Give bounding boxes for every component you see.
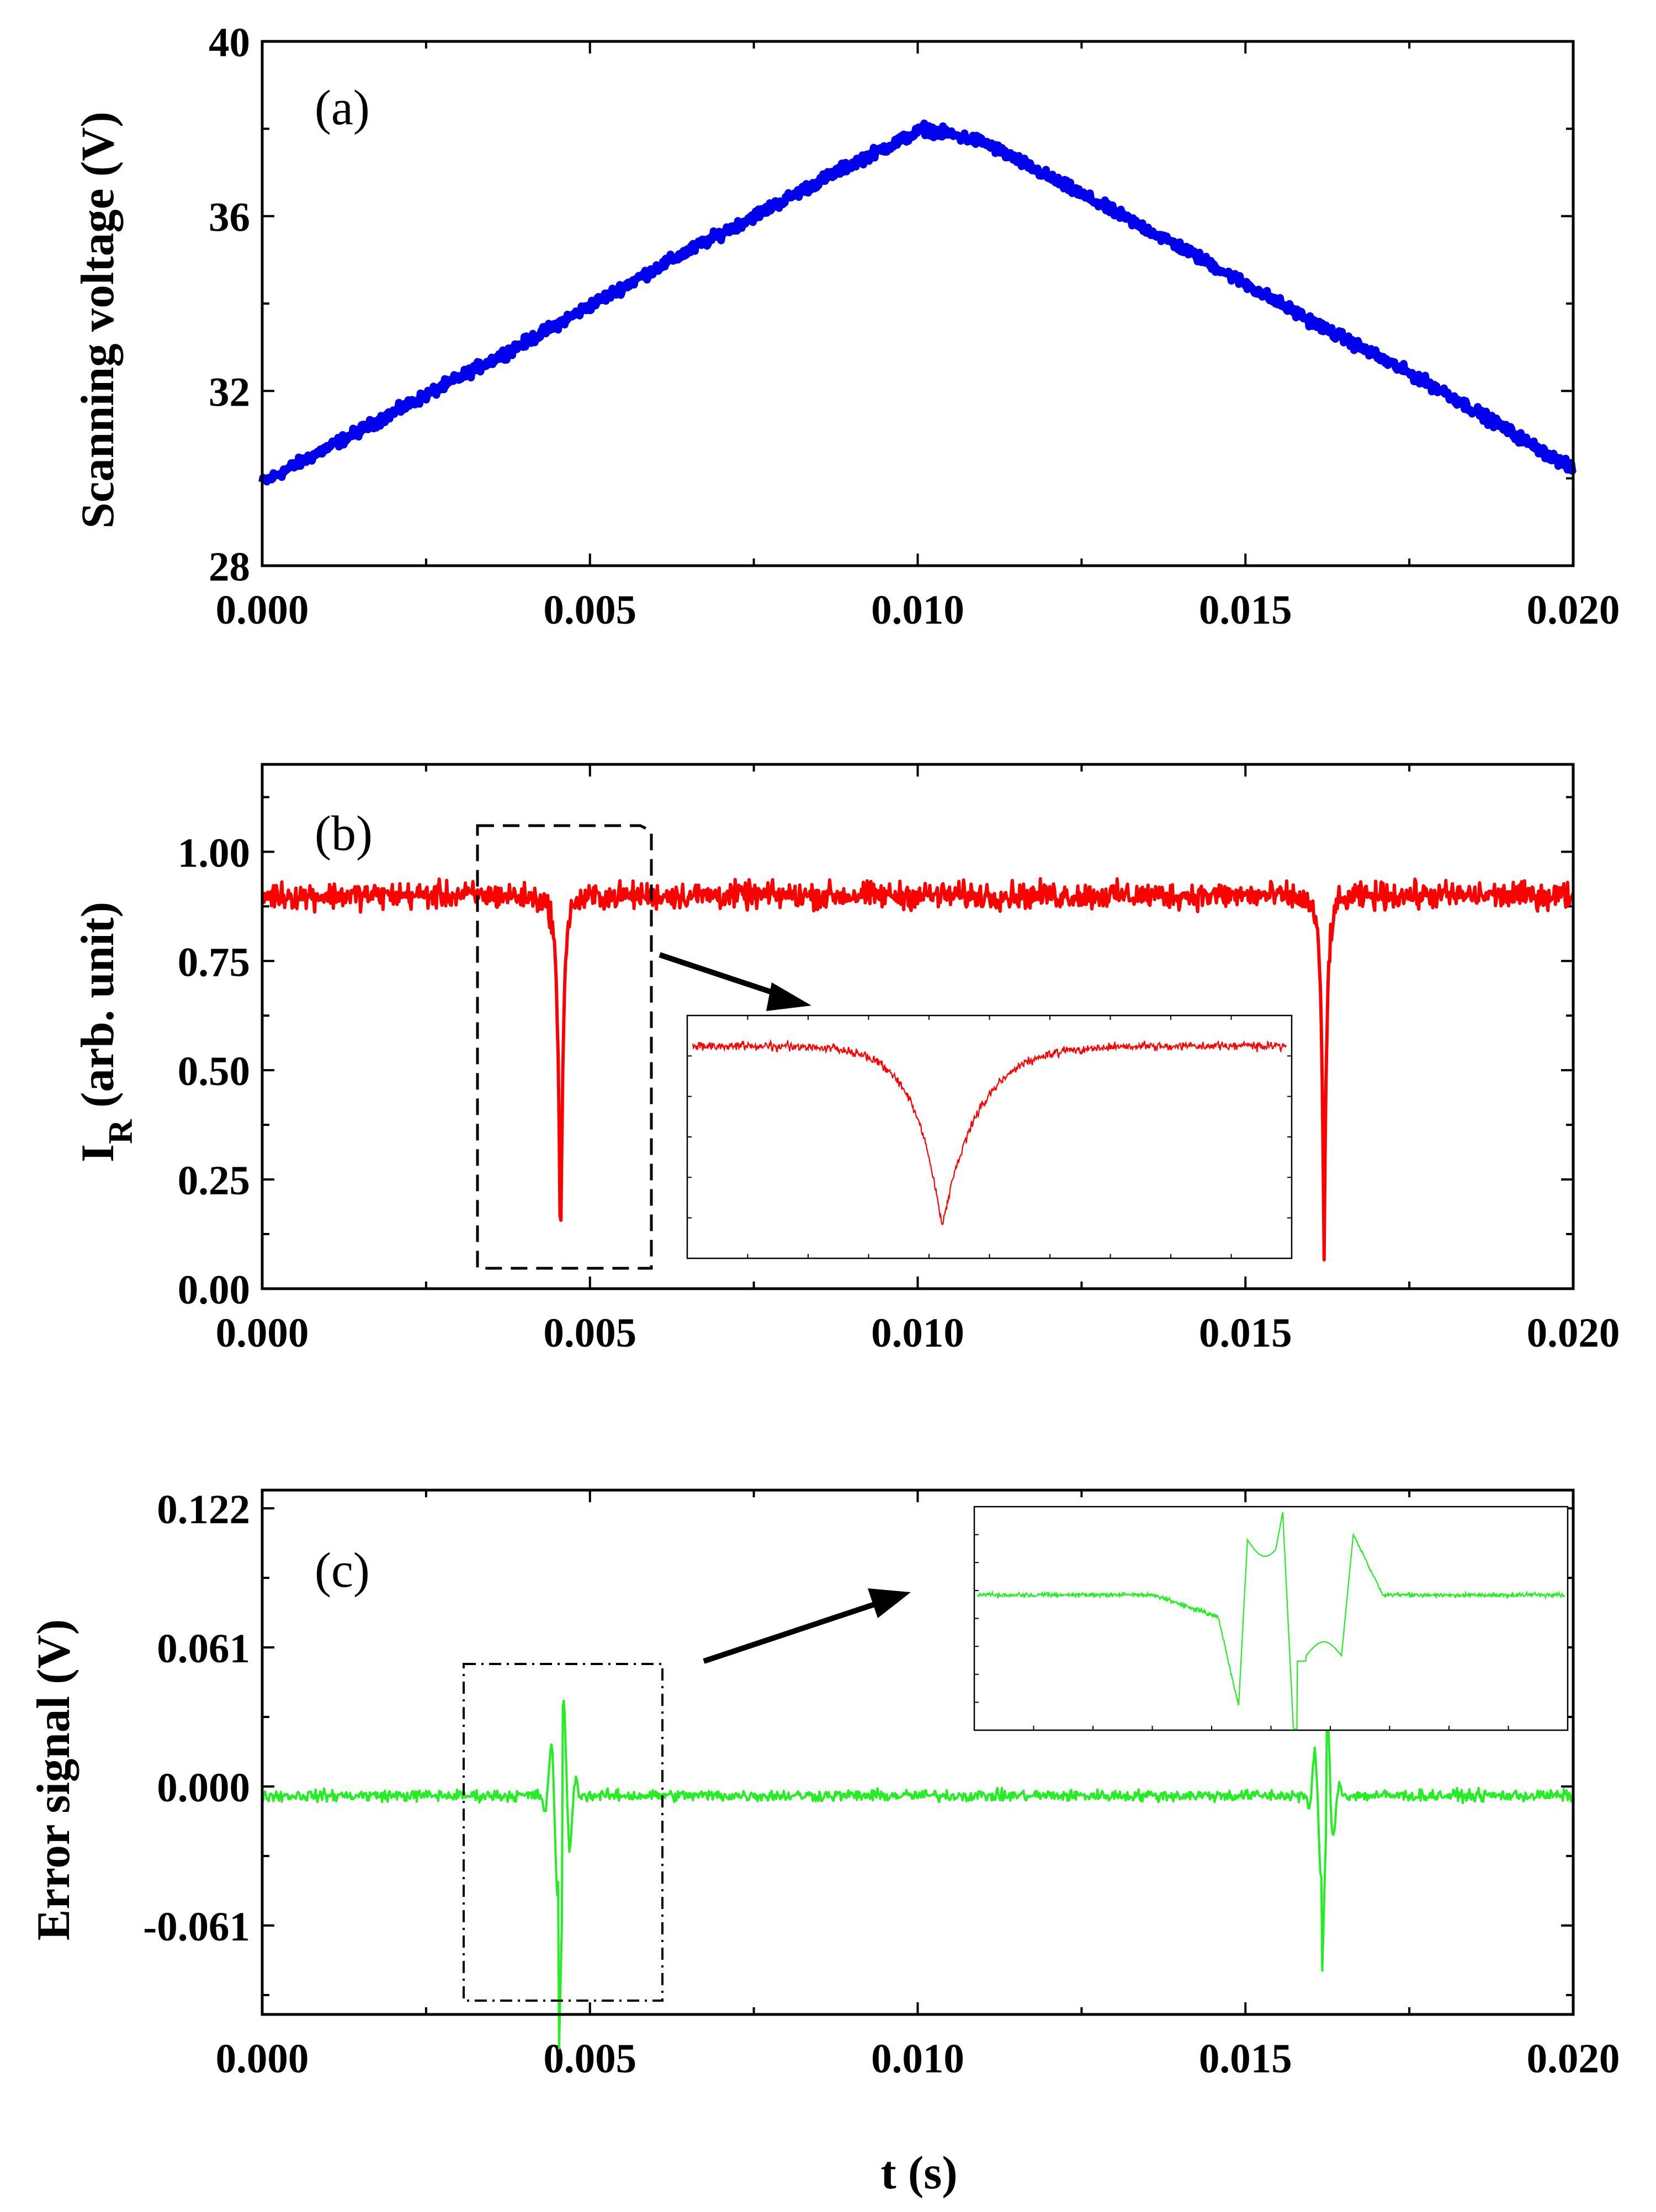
x-tick-label: 0.020 bbox=[1527, 2036, 1620, 2082]
panel-b-y-tick-labels: 0.00 0.25 0.50 0.75 1.00 bbox=[178, 830, 250, 1313]
y-tick-label: -0.061 bbox=[143, 1904, 250, 1950]
y-tick-label: 0.25 bbox=[178, 1158, 250, 1204]
panel-b-x-tick-labels: 0.000 0.005 0.010 0.015 0.020 bbox=[216, 1310, 1620, 1356]
y-tick-label: 0.122 bbox=[157, 1487, 250, 1533]
x-tick-label: 0.015 bbox=[1199, 1310, 1292, 1356]
panel-a-data bbox=[258, 119, 1577, 486]
panel-c-inset-frame bbox=[973, 1506, 1569, 1731]
panel-a-x-tick-labels: 0.000 0.005 0.010 0.015 0.020 bbox=[216, 587, 1620, 633]
x-tick-label: 0.020 bbox=[1527, 1310, 1620, 1356]
panel-a-label: (a) bbox=[315, 81, 370, 135]
series-line bbox=[258, 119, 1577, 486]
panel-b-inset-frame bbox=[686, 1014, 1293, 1259]
x-tick-label: 0.010 bbox=[871, 1310, 964, 1356]
panel-b-ylabel: IR (arb. unit) bbox=[72, 902, 140, 1162]
panel-c-plot-frame bbox=[261, 1488, 1575, 2016]
panel-c-inset-line bbox=[976, 1512, 1565, 1730]
panel-c-data bbox=[261, 1699, 1574, 2050]
x-tick-label: 0.015 bbox=[1199, 2036, 1292, 2082]
panel-b-dashed-box bbox=[476, 824, 653, 1270]
panel-a-ticks bbox=[261, 40, 1574, 567]
x-tick-label: 0.010 bbox=[871, 587, 964, 633]
panel-b-label: (b) bbox=[315, 806, 373, 861]
panel-c-ylabel: Error signal (V) bbox=[28, 1619, 79, 1940]
series-line bbox=[261, 877, 1575, 1262]
panel-b-inset bbox=[686, 1014, 1293, 1259]
panel-b-data bbox=[261, 877, 1575, 1262]
x-tick-label: 0.005 bbox=[543, 587, 636, 633]
panel-c-dashdot-box bbox=[463, 1663, 664, 2002]
series-line bbox=[261, 1699, 1574, 2050]
panel-c-x-tick-labels: 0.000 0.005 0.010 0.015 0.020 bbox=[216, 2036, 1620, 2082]
panel-b-inset-ticks bbox=[687, 1015, 1292, 1258]
panel-a-y-tick-labels: 28 32 36 40 bbox=[209, 20, 250, 590]
x-tick-label: 0.000 bbox=[216, 2036, 309, 2082]
x-tick-label: 0.005 bbox=[543, 2036, 636, 2082]
y-tick-label: 40 bbox=[209, 20, 250, 66]
x-tick-label: 0.020 bbox=[1527, 587, 1620, 633]
panel-c-inset bbox=[973, 1506, 1569, 1731]
y-tick-label: 0.75 bbox=[178, 939, 250, 985]
panel-a-scanning-voltage: Scanning voltage (V) 28 32 36 40 0.000 0.005… bbox=[72, 20, 1620, 633]
x-tick-label: 0.000 bbox=[216, 1310, 309, 1356]
y-tick-label: 32 bbox=[209, 369, 250, 415]
panel-a-ylabel: Scanning voltage (V) bbox=[72, 111, 124, 529]
y-tick-label: 0.061 bbox=[157, 1626, 250, 1672]
y-tick-label: 28 bbox=[209, 544, 250, 590]
panel-b-inset-line bbox=[692, 1039, 1287, 1225]
panel-a-plot-frame bbox=[261, 40, 1575, 567]
panel-b-plot-frame bbox=[261, 763, 1575, 1290]
x-tick-label: 0.010 bbox=[871, 2036, 964, 2082]
y-tick-label: 0.00 bbox=[178, 1267, 250, 1313]
x-tick-label: 0.015 bbox=[1199, 587, 1292, 633]
y-tick-label: 0.50 bbox=[178, 1049, 250, 1094]
x-tick-label: 0.005 bbox=[543, 1310, 636, 1356]
y-tick-label: 1.00 bbox=[178, 830, 250, 876]
panel-b-arrow bbox=[659, 952, 811, 1011]
panel-c-y-tick-labels: -0.061 0.000 0.061 0.122 bbox=[143, 1487, 250, 1950]
panel-c-xlabel: t (s) bbox=[880, 2147, 957, 2199]
panel-c-inset-ticks bbox=[974, 1534, 1509, 1730]
panel-c-error-signal: Error signal (V) -0.061 0.000 0.061 0.122 0… bbox=[28, 1487, 1620, 2199]
panel-c-arrow bbox=[703, 1588, 911, 1664]
panel-c-label: (c) bbox=[315, 1543, 370, 1598]
x-tick-label: 0.000 bbox=[216, 587, 309, 633]
panel-b-reflected-intensity: IR (arb. unit) 0.00 0.25 0.50 0.75 1.00 0.00… bbox=[72, 763, 1620, 1356]
y-tick-label: 36 bbox=[209, 195, 250, 241]
y-tick-label: 0.000 bbox=[157, 1765, 250, 1811]
